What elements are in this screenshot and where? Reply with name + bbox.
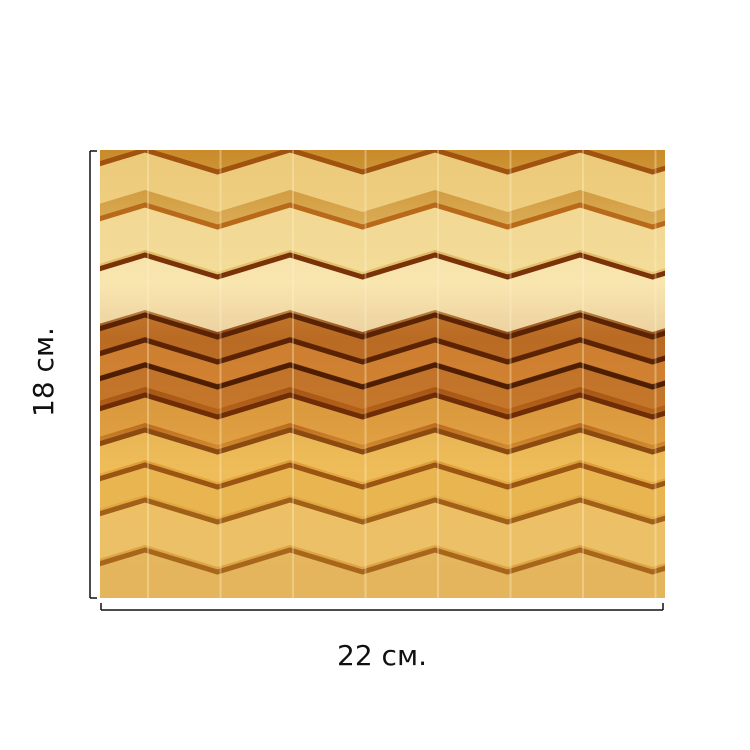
- chevron-band: [100, 315, 665, 359]
- height-dimension: [89, 150, 97, 599]
- chevron-band: [100, 365, 665, 409]
- chevron-edge: [100, 150, 665, 175]
- chevron-band: [100, 465, 665, 517]
- chevron-edge: [100, 362, 665, 390]
- chevron-band: [100, 340, 665, 384]
- width-label: 22 см.: [337, 639, 427, 672]
- chevron-band: [100, 550, 665, 598]
- chevron-edge: [100, 337, 665, 365]
- chevron-band: [100, 395, 665, 445]
- chevron-edge: [100, 427, 665, 455]
- chevron-edge: [100, 252, 665, 280]
- chevron-edge: [100, 547, 665, 575]
- width-dimension: [100, 603, 664, 611]
- chevron-edge: [100, 312, 665, 340]
- height-label: 18 см.: [27, 327, 60, 417]
- gold-chevron-photo: [100, 150, 665, 598]
- chevron-edge: [100, 497, 665, 525]
- chevron-edge: [100, 202, 665, 230]
- chevron-edge: [100, 392, 665, 420]
- chevron-edge: [100, 462, 665, 490]
- chevron-band: [100, 430, 665, 482]
